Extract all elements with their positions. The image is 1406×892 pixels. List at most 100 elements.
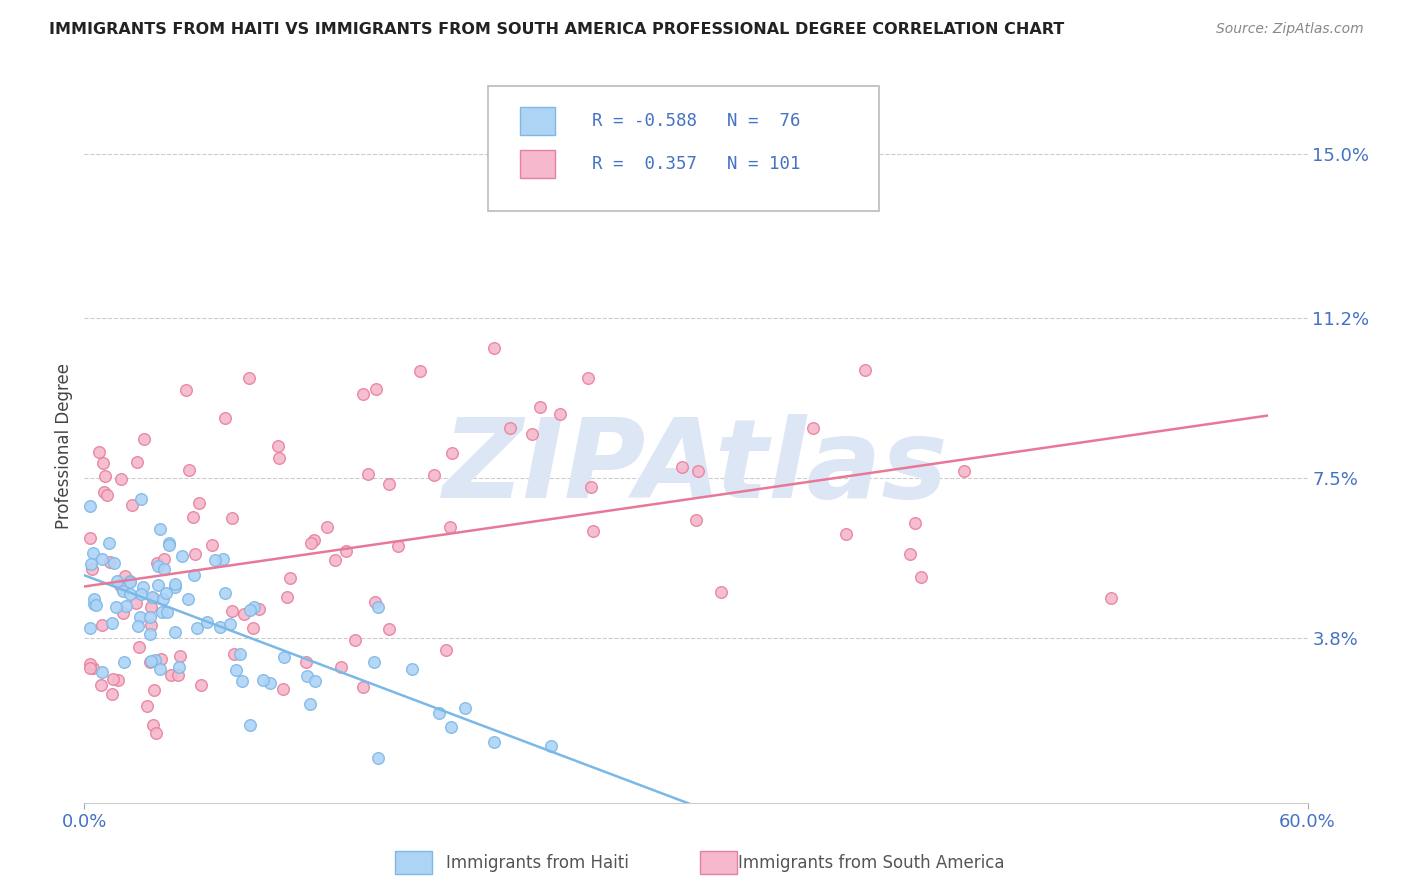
Text: N = 101: N = 101 — [727, 155, 800, 173]
Point — [224, 647, 246, 661]
Point — [238, 371, 260, 385]
Point — [125, 596, 148, 610]
Point — [152, 591, 174, 606]
Point — [855, 363, 877, 377]
Point — [120, 574, 142, 589]
Point — [142, 717, 165, 731]
Point — [107, 673, 129, 687]
Point — [155, 585, 177, 599]
Point — [204, 553, 226, 567]
Point — [259, 676, 281, 690]
Point — [367, 751, 389, 765]
Point — [139, 627, 162, 641]
Point — [184, 547, 207, 561]
Point — [82, 562, 104, 576]
Point — [540, 739, 562, 753]
Point — [409, 364, 432, 378]
Point — [225, 663, 247, 677]
Point — [90, 665, 112, 680]
Point — [427, 706, 450, 720]
Point — [548, 407, 571, 421]
Point — [114, 568, 136, 582]
Point — [149, 662, 172, 676]
Point — [187, 496, 209, 510]
Point — [344, 633, 367, 648]
Point — [90, 678, 112, 692]
Point — [364, 595, 387, 609]
Point — [146, 556, 169, 570]
Point — [83, 597, 105, 611]
Point — [440, 720, 463, 734]
Point — [243, 599, 266, 614]
Point — [80, 557, 103, 571]
Point — [94, 468, 117, 483]
Point — [111, 606, 134, 620]
Point — [152, 562, 174, 576]
Point — [79, 531, 101, 545]
Point — [186, 621, 208, 635]
Point — [129, 587, 152, 601]
Point — [139, 600, 162, 615]
Point — [233, 607, 256, 621]
Point — [273, 649, 295, 664]
Point — [110, 578, 132, 592]
Point — [177, 591, 200, 606]
Point — [710, 584, 733, 599]
Point — [252, 673, 274, 687]
Point — [138, 610, 160, 624]
Point — [801, 421, 824, 435]
Point — [522, 426, 544, 441]
Point — [98, 555, 121, 569]
Point — [169, 649, 191, 664]
Point — [129, 610, 152, 624]
Point — [221, 511, 243, 525]
Point — [835, 526, 858, 541]
Point — [139, 618, 162, 632]
Point — [273, 681, 295, 696]
Point — [367, 600, 389, 615]
Point — [229, 647, 252, 661]
Point — [79, 621, 101, 635]
Point — [685, 513, 707, 527]
Point — [112, 655, 135, 669]
Point — [357, 467, 380, 481]
Point — [221, 604, 243, 618]
Point — [363, 655, 385, 669]
Point — [142, 591, 165, 605]
Point — [212, 552, 235, 566]
Point — [146, 559, 169, 574]
Point — [231, 674, 253, 689]
Point — [484, 341, 506, 355]
Point — [148, 523, 170, 537]
Point — [143, 653, 166, 667]
Point — [115, 599, 138, 613]
Point — [141, 590, 163, 604]
Text: Source: ZipAtlas.com: Source: ZipAtlas.com — [1216, 22, 1364, 37]
Point — [181, 510, 204, 524]
Point — [111, 581, 134, 595]
FancyBboxPatch shape — [520, 150, 555, 178]
Point — [87, 445, 110, 459]
Point — [294, 655, 316, 669]
Point — [197, 615, 219, 629]
Point — [105, 574, 128, 589]
Point — [96, 487, 118, 501]
Point — [90, 551, 112, 566]
Point — [366, 382, 388, 396]
Point — [214, 410, 236, 425]
Point — [83, 592, 105, 607]
Point — [239, 718, 262, 732]
Point — [316, 520, 339, 534]
Point — [152, 552, 174, 566]
Point — [170, 549, 193, 563]
Point — [190, 678, 212, 692]
Point — [239, 603, 262, 617]
Point — [127, 455, 149, 469]
Point — [110, 472, 132, 486]
Point — [105, 600, 128, 615]
Text: R = -0.588: R = -0.588 — [592, 112, 697, 130]
Point — [582, 524, 605, 538]
Point — [127, 619, 149, 633]
Y-axis label: Professional Degree: Professional Degree — [55, 363, 73, 529]
Point — [160, 667, 183, 681]
